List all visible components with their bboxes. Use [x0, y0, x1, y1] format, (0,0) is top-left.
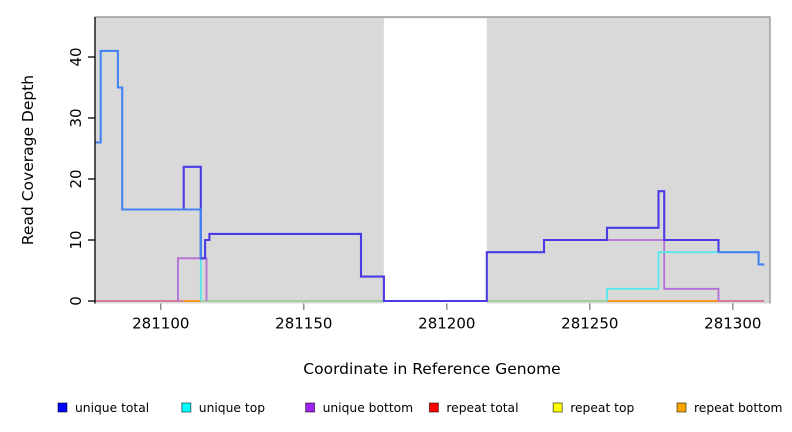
x-tick-label: 281250 [561, 315, 618, 333]
series-unique-top-right [606, 251, 719, 301]
y-tick-label: 20 [67, 169, 85, 188]
x-tick-label: 281300 [704, 315, 761, 333]
legend-label-unique-bottom: unique bottom [323, 401, 414, 415]
y-axis-ticks: 0 10 20 30 40 [67, 47, 95, 306]
legend-label-repeat-top: repeat top [570, 401, 634, 415]
x-tick-label: 281150 [275, 315, 332, 333]
series-unique-bottom-left [177, 257, 208, 301]
legend-label-repeat-bottom: repeat bottom [694, 401, 782, 415]
legend-label-unique-total: unique total [75, 401, 149, 415]
legend-swatch-unique-bottom [305, 402, 316, 413]
y-tick-label: 40 [67, 47, 85, 66]
legend: unique total unique top unique bottom repea… [57, 401, 782, 415]
x-tick-label: 281100 [132, 315, 189, 333]
legend-label-unique-top: unique top [199, 401, 265, 415]
legend-swatch-unique-total [57, 402, 68, 413]
legend-label-repeat-total: repeat total [446, 401, 518, 415]
x-axis-ticks: 281100 281150 281200 281250 281300 [132, 303, 761, 333]
x-tick-label: 281200 [418, 315, 475, 333]
masked-region [383, 18, 487, 304]
y-tick-label: 30 [67, 108, 85, 127]
legend-swatch-repeat-top [552, 402, 563, 413]
y-tick-label: 0 [67, 296, 85, 306]
legend-swatch-unique-top [181, 402, 192, 413]
series-unique-bottom-right [607, 239, 720, 301]
series-unique-total-main [182, 165, 720, 303]
y-tick-label: 10 [67, 230, 85, 249]
legend-swatch-repeat-bottom [676, 402, 687, 413]
x-axis-title: Coordinate in Reference Genome [303, 360, 560, 378]
plot-border [95, 16, 771, 304]
series-unique-total-top-overlap-left [95, 49, 202, 259]
series-unique-total-top-overlap-right [718, 251, 765, 266]
legend-swatch-repeat-total [428, 402, 439, 413]
y-axis-title: Read Coverage Depth [19, 75, 37, 245]
series-layer [95, 49, 765, 303]
